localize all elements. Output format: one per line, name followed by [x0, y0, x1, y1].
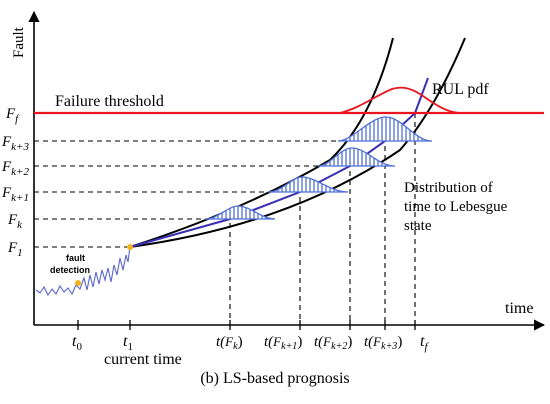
y-tick-Ff: Ff — [5, 106, 20, 125]
distribution-k1 — [267, 176, 349, 193]
y-tick-Fk1: Fk+1 — [1, 185, 29, 204]
upper-bound-curve — [129, 37, 394, 248]
time-distributions — [204, 116, 433, 220]
y-axis-label: Fault — [11, 26, 27, 58]
x-tick-tf: tf — [420, 333, 429, 353]
y-tick-Fk3: Fk+3 — [1, 134, 29, 153]
x-tick-tFk2: t(Fk+2) — [314, 334, 352, 352]
x-tick-t1: t1 — [123, 333, 133, 353]
x-tick-tFk: t(Fk) — [216, 334, 243, 352]
x-tick-t0: t0 — [72, 333, 82, 353]
y-tick-labels: Ff Fk+3 Fk+2 Fk+1 Fk F1 — [1, 106, 29, 259]
x-tick-tFk1: t(Fk+1) — [264, 334, 302, 352]
time-guides — [229, 113, 416, 320]
x-tick-tFk3: t(Fk+3) — [364, 334, 402, 352]
rul-pdf-curve — [339, 86, 461, 114]
monitored-signal — [35, 246, 131, 297]
figure-caption: (b) LS-based prognosis — [200, 370, 350, 387]
distribution-k3 — [337, 116, 433, 142]
rul-pdf-label: RUL pdf — [432, 81, 489, 98]
distribution-k — [204, 205, 276, 220]
x-tick-marks — [77, 320, 416, 330]
current-time-marker — [127, 244, 133, 250]
x-axis-label: time — [505, 300, 533, 317]
fault-detection-label: fault detection — [50, 253, 90, 275]
mean-prediction-curve — [129, 77, 429, 248]
distribution-annotation: Distribution of time to Lebesgue state — [404, 180, 511, 234]
failure-threshold-label: Failure threshold — [55, 93, 164, 110]
y-tick-Fk: Fk — [7, 212, 23, 231]
distribution-k2 — [317, 147, 396, 167]
y-tick-F1: F1 — [7, 240, 23, 259]
x-tick-labels: t0 t1 t(Fk) t(Fk+1) t(Fk+2) t(Fk+3) tf — [72, 333, 429, 353]
current-time-label: current time — [104, 351, 182, 368]
fault-detection-marker — [75, 280, 81, 286]
y-tick-Fk2: Fk+2 — [1, 159, 29, 178]
